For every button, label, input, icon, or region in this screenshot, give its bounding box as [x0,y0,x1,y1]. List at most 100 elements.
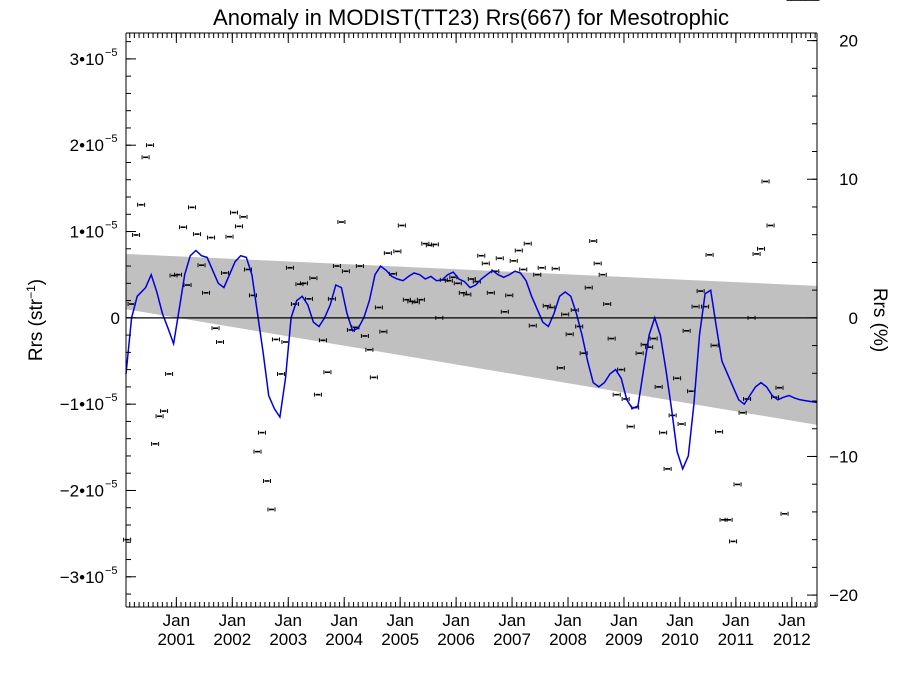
data-point [757,246,766,251]
smooth-series-line [125,249,818,472]
data-point [481,261,490,266]
data-point [729,539,738,544]
data-point [267,507,276,512]
data-point [174,272,183,277]
data-point [715,429,724,434]
data-point [262,478,271,483]
data-point [612,392,621,397]
confidence-band [126,253,817,425]
data-point [355,264,364,269]
data-point [416,297,425,302]
data-point [598,272,607,277]
data-point [299,281,308,286]
right-tick-label: 0 [849,309,858,328]
x-tick-year: 2006 [437,630,475,649]
data-point [323,370,332,375]
x-tick-year: 2007 [493,630,531,649]
data-point [430,242,439,247]
data-point [551,266,560,271]
data-point [477,253,486,258]
x-tick-year: 2003 [269,630,307,649]
x-tick-month: Jan [163,611,190,630]
x-tick-month: Jan [666,611,693,630]
data-point [654,384,663,389]
data-point [239,214,248,219]
left-tick-label: 1•10 [70,223,104,242]
left-tick-label: 0 [111,309,120,328]
data-point [677,422,686,427]
right-tick-label: −10 [829,447,858,466]
data-point [183,283,192,288]
data-point [235,224,244,229]
smooth-line [125,249,818,472]
left-tick-label: 3•10 [70,50,104,69]
data-point [411,300,420,305]
data-points [123,0,820,544]
data-point [649,336,658,341]
data-point [313,392,322,397]
data-point [271,337,280,342]
axes [125,32,818,608]
data-point [360,333,369,338]
data-point [593,261,602,266]
x-tick-month: Jan [554,611,581,630]
left-tick-exponent: −5 [105,478,118,490]
data-point [276,371,285,376]
data-point [379,329,388,334]
data-point [607,336,616,341]
data-point [691,304,700,309]
data-point [281,340,290,345]
data-point [365,347,374,352]
data-point [733,482,742,487]
data-point [710,343,719,348]
data-point [141,155,150,160]
left-tick-exponent: −5 [105,133,118,145]
data-point [495,256,504,261]
left-tick-exponent: −5 [105,565,118,577]
chart-title: Anomaly in MODIST(TT23) Rrs(667) for Mes… [213,5,729,30]
data-point [197,263,206,268]
data-point [514,248,523,253]
x-tick-year: 2012 [773,630,811,649]
data-point [225,234,234,239]
x-tick-year: 2008 [549,630,587,649]
data-point [547,305,556,310]
left-tick-label: −2•10 [60,481,104,500]
data-point [165,371,174,376]
left-tick-label: 2•10 [70,136,104,155]
data-point [397,223,406,228]
right-tick-label: 10 [839,170,858,189]
x-tick-year: 2005 [381,630,419,649]
data-point [179,225,188,230]
data-point [761,179,770,184]
data-point [673,376,682,381]
right-tick-label: 20 [839,32,858,51]
data-point [561,312,570,317]
data-point [500,309,509,314]
data-point [253,449,262,454]
data-point [556,365,565,370]
data-point [188,205,197,210]
data-point [332,264,341,269]
data-point [257,430,266,435]
data-point [202,290,211,295]
data-point [565,332,574,337]
data-point [617,367,626,372]
x-tick-year: 2011 [718,630,755,649]
x-tick-month: Jan [219,611,246,630]
data-point [724,517,733,522]
data-point [369,375,378,380]
data-point [537,265,546,270]
x-tick-month: Jan [498,611,525,630]
data-point [444,278,453,283]
data-point [221,270,230,275]
data-point [603,302,612,307]
left-tick-label: −3•10 [60,568,104,587]
data-point [738,410,747,415]
x-tick-year: 2001 [157,630,195,649]
axis-labels: 3•10 −52•10 −51•10 −50−1•10 −5−2•10 −5−3•10 −5… [24,32,890,649]
data-point [383,251,392,256]
data-point [215,340,224,345]
x-tick-month: Jan [722,611,749,630]
